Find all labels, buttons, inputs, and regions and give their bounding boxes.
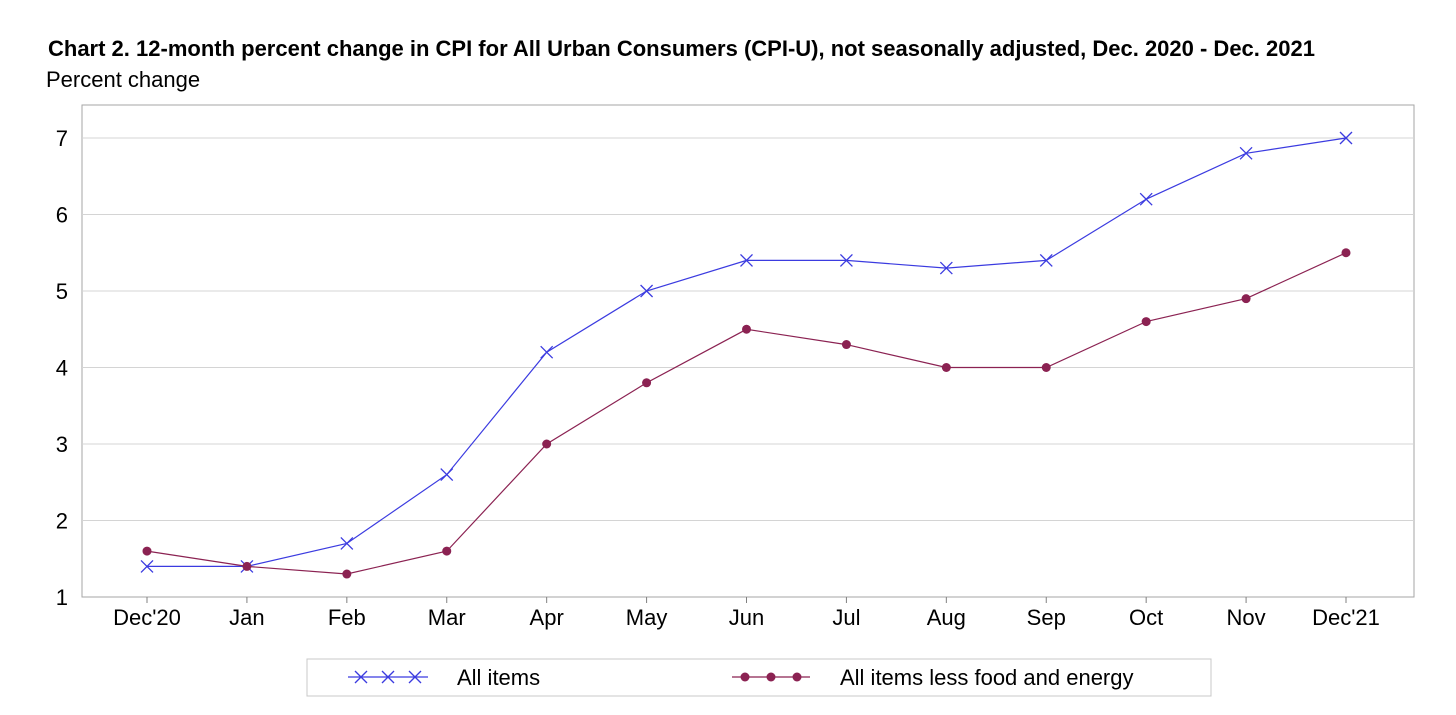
legend-marker-0-2 <box>408 670 422 684</box>
point-0-0-b <box>140 559 154 573</box>
x-tick-label-3: Mar <box>428 605 466 630</box>
legend-marker-0-1 <box>381 670 395 684</box>
point-0-9-b <box>1039 253 1053 267</box>
x-tick-label-6: Jun <box>729 605 764 630</box>
series-group <box>140 131 1353 579</box>
legend-marker-0-0 <box>354 670 368 684</box>
y-tick-6: 6 <box>56 203 68 228</box>
legend-marker-1-1 <box>766 672 776 682</box>
x-tick-label-2: Feb <box>328 605 366 630</box>
legend-item-1: All items less food and energy <box>732 665 1134 690</box>
point-1-10 <box>1141 317 1151 327</box>
point-1-3 <box>442 546 452 556</box>
series-1 <box>142 248 1351 579</box>
y-tick-2: 2 <box>56 509 68 534</box>
x-tick-label-1: Jan <box>229 605 264 630</box>
point-0-4-b <box>540 345 554 359</box>
point-0-6 <box>740 253 753 267</box>
point-1-4 <box>542 439 552 449</box>
y-tick-1: 1 <box>56 585 68 610</box>
point-0-5 <box>640 284 654 298</box>
chart-title: Chart 2. 12-month percent change in CPI … <box>48 36 1315 61</box>
x-tick-label-11: Nov <box>1227 605 1266 630</box>
point-0-3 <box>440 468 454 482</box>
point-1-5 <box>642 378 652 388</box>
y-tick-7: 7 <box>56 126 68 151</box>
series-line-1 <box>146 252 1347 575</box>
point-1-0 <box>142 546 152 556</box>
point-0-7-b <box>839 253 853 267</box>
x-tick-label-0: Dec'20 <box>113 605 181 630</box>
point-0-5-b <box>640 284 654 298</box>
series-0 <box>140 131 1353 573</box>
point-0-9 <box>1039 253 1053 267</box>
point-1-11 <box>1241 294 1251 304</box>
y-tick-5: 5 <box>56 279 68 304</box>
legend-item-0: All items <box>348 665 540 690</box>
point-1-12 <box>1341 248 1351 258</box>
y-axis-label: Percent change <box>46 67 201 92</box>
point-0-6-b <box>740 253 753 267</box>
point-1-9 <box>1041 363 1051 372</box>
legend-marker-0-2-b <box>408 670 422 684</box>
legend-marker-1-0 <box>740 672 750 682</box>
point-1-2 <box>342 569 352 579</box>
point-0-0 <box>140 559 154 573</box>
point-0-8-b <box>939 261 953 275</box>
x-tick-label-4: Apr <box>530 605 564 630</box>
point-1-7 <box>841 340 851 350</box>
legend-box <box>306 658 1212 697</box>
y-tick-labels: 1 2 3 4 5 6 7 <box>56 126 68 610</box>
legend: All items All items less food and energy <box>306 658 1212 697</box>
y-tick-4: 4 <box>56 356 68 381</box>
point-0-12 <box>1339 131 1353 145</box>
legend-label-0: All items <box>457 665 540 690</box>
point-0-10 <box>1139 192 1153 206</box>
series-line-0 <box>147 137 1347 568</box>
point-1-1 <box>242 561 252 571</box>
point-0-10-b <box>1139 192 1153 206</box>
legend-label-1: All items less food and energy <box>840 665 1134 690</box>
point-0-2 <box>340 536 354 550</box>
y-tick-3: 3 <box>56 432 68 457</box>
x-tick-label-10: Oct <box>1129 605 1163 630</box>
point-0-8 <box>939 261 953 275</box>
point-1-6 <box>742 324 751 334</box>
gridlines <box>82 137 1414 521</box>
point-0-11 <box>1239 146 1253 160</box>
plot-area-border <box>81 104 1415 598</box>
legend-marker-0-1-b <box>381 670 395 684</box>
x-tick-label-12: Dec'21 <box>1312 605 1380 630</box>
point-0-2-b <box>340 536 354 550</box>
legend-marker-1-2 <box>792 672 802 682</box>
point-0-4 <box>540 345 554 359</box>
point-0-7 <box>839 253 853 267</box>
point-0-12-b <box>1339 131 1353 145</box>
x-tick-label-9: Sep <box>1027 605 1066 630</box>
point-1-8 <box>941 363 951 372</box>
x-tick-label-5: May <box>626 605 668 630</box>
point-0-3-b <box>440 468 454 482</box>
x-tick-label-8: Aug <box>927 605 966 630</box>
x-tick-labels: Dec'20 Jan Feb Mar Apr May Jun Jul Aug Sep Oct Nov D… <box>113 597 1380 630</box>
legend-marker-0-0-b <box>354 670 368 684</box>
x-tick-label-7: Jul <box>832 605 860 630</box>
point-0-11-b <box>1239 146 1253 160</box>
